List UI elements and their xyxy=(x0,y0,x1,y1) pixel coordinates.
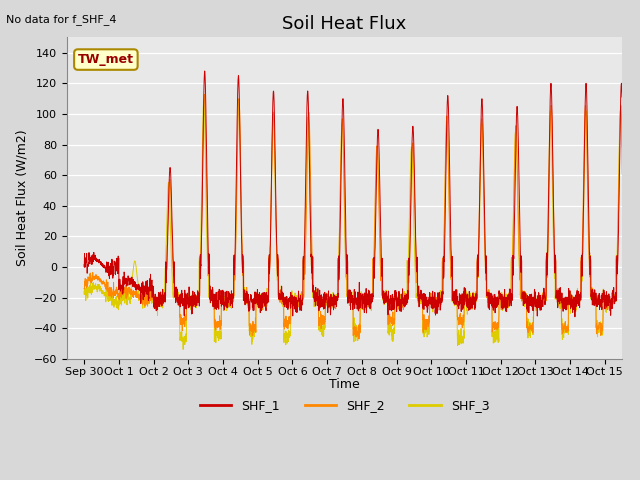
SHF_1 xyxy=(550,220,557,226)
SHF_1 xyxy=(608,302,616,308)
SHF_1 xyxy=(310,288,318,293)
SHF_1 xyxy=(287,301,294,307)
SHF_2 xyxy=(618,144,626,150)
SHF_2 xyxy=(141,290,149,296)
SHF_3 xyxy=(287,295,294,300)
Line: SHF_1: SHF_1 xyxy=(84,71,622,317)
SHF_3 xyxy=(200,97,207,103)
SHF_2 xyxy=(173,288,181,294)
SHF_2 xyxy=(287,317,294,323)
SHF_3 xyxy=(550,260,558,266)
SHF_3 xyxy=(141,294,149,300)
Line: SHF_2: SHF_2 xyxy=(84,95,622,339)
Y-axis label: Soil Heat Flux (W/m2): Soil Heat Flux (W/m2) xyxy=(15,130,28,266)
SHF_2 xyxy=(80,286,88,291)
SHF_1 xyxy=(80,262,88,267)
SHF_3 xyxy=(179,347,187,352)
Title: Soil Heat Flux: Soil Heat Flux xyxy=(282,15,406,33)
SHF_2 xyxy=(550,225,558,230)
SHF_2 xyxy=(310,295,318,301)
SHF_1 xyxy=(141,282,149,288)
Legend: SHF_1, SHF_2, SHF_3: SHF_1, SHF_2, SHF_3 xyxy=(195,394,494,417)
SHF_2 xyxy=(608,301,616,307)
SHF_1 xyxy=(201,68,209,74)
SHF_1 xyxy=(618,95,626,100)
SHF_3 xyxy=(310,304,318,310)
SHF_1 xyxy=(173,299,181,305)
X-axis label: Time: Time xyxy=(329,378,360,391)
Line: SHF_3: SHF_3 xyxy=(84,100,622,349)
Text: No data for f_SHF_4: No data for f_SHF_4 xyxy=(6,14,117,25)
Text: TW_met: TW_met xyxy=(78,53,134,66)
SHF_2 xyxy=(201,92,209,97)
SHF_3 xyxy=(618,171,626,177)
SHF_3 xyxy=(608,299,616,304)
SHF_3 xyxy=(173,289,181,295)
SHF_3 xyxy=(80,288,88,294)
SHF_1 xyxy=(571,314,579,320)
SHF_2 xyxy=(355,336,363,342)
